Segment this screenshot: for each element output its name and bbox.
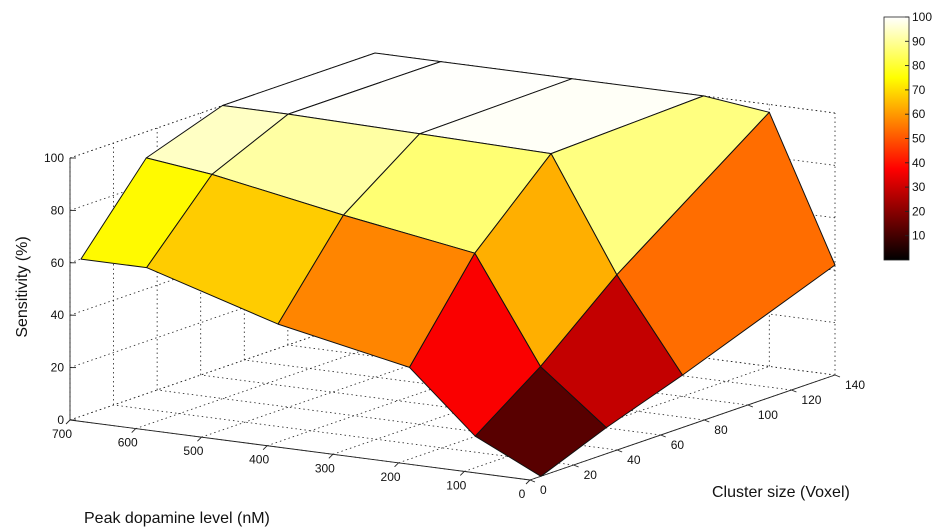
y-tick-mark [791,389,797,393]
surface-patch [474,366,607,477]
y-tick-mark [704,419,710,423]
y-tick-label: 40 [627,453,641,467]
colorbar-tick-label: 80 [912,59,926,73]
colorbar-tick-label: 10 [912,229,926,243]
x-tick-label: 500 [183,444,203,458]
y-tick-mark [747,404,754,408]
colorbar-tick-label: 60 [912,107,926,121]
surface [80,52,836,477]
z-tick-label: 80 [51,203,65,217]
x-tick-mark [328,453,334,459]
grid-line [331,329,792,391]
y-tick-mark [616,449,623,453]
colorbar-tick-label: 50 [912,132,926,146]
colorbar-tick-label: 100 [912,10,932,24]
colorbar-tick-label: 20 [912,204,926,218]
x-tick-mark [459,471,465,476]
x-tick-label: 700 [52,427,72,441]
y-tick-label: 100 [758,408,778,422]
x-tick-mark [65,419,71,425]
x-axis-line [69,419,531,481]
x-tick-label: 300 [315,461,335,475]
grid-line [287,344,748,406]
y-tick-label: 120 [801,393,821,407]
grid-line [374,314,836,376]
x-tick-label: 200 [381,470,401,484]
y-axis-label: Cluster size (Voxel) [712,484,850,501]
z-tick-label: 100 [44,151,64,165]
x-tick-mark [262,445,268,451]
y-tick-label: 80 [714,423,728,437]
x-tick-mark [197,436,202,442]
x-tick-mark [131,428,137,433]
x-tick-mark [525,479,531,485]
z-tick-label: 0 [57,413,64,427]
colorbar-tick-label: 90 [912,34,926,48]
y-tick-label: 0 [540,483,547,497]
grid-line [374,52,836,114]
y-tick-mark [660,434,666,438]
y-tick-label: 140 [845,378,865,392]
x-tick-label: 400 [249,453,269,467]
x-axis-label: Peak dopamine level (nM) [84,510,270,527]
x-tick-label: 0 [519,487,526,501]
y-axis-line [529,374,836,481]
colorbar-tick-label: 30 [912,180,926,194]
colorbar-tick-label: 40 [912,156,926,170]
colorbar-ticks: 10 20 30 40 50 60 70 80 90 100 [905,10,932,243]
x-tick-mark [394,462,399,468]
y-tick-mark [529,479,536,483]
x-tick-label: 600 [118,436,138,450]
y-tick-label: 60 [671,438,685,452]
colorbar-gradient [883,16,910,261]
tick-labels: 0100200300400500600700020406080100120140… [44,151,865,501]
colorbar-tick-label: 70 [912,83,926,97]
y-tick-mark [834,374,841,378]
axes-box [65,157,841,485]
grid-line [113,404,574,466]
z-tick-label: 20 [51,361,65,375]
colorbar: 10 20 30 40 50 60 70 80 90 100 [883,10,932,261]
z-axis-label: Sensitivity (%) [14,236,31,337]
z-tick-label: 40 [51,308,65,322]
y-tick-mark [573,464,579,468]
x-tick-label: 100 [446,478,466,492]
z-tick-label: 60 [51,256,65,270]
y-tick-label: 20 [584,468,598,482]
